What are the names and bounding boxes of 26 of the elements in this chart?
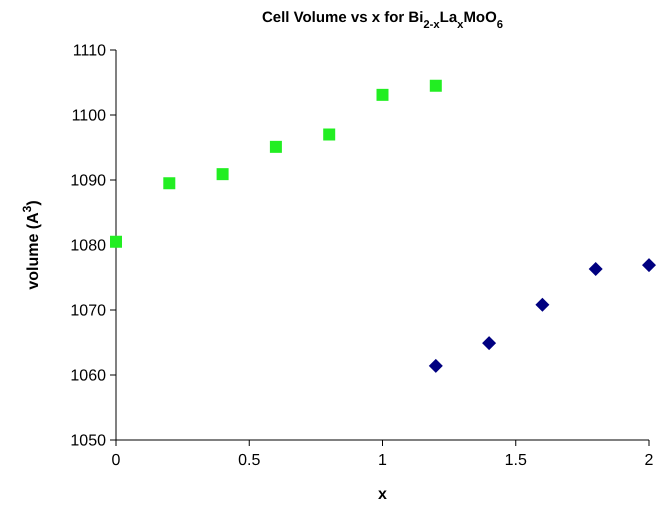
- x-axis-title: x: [378, 486, 388, 503]
- point: [428, 358, 443, 373]
- point: [270, 140, 282, 153]
- point: [482, 336, 496, 350]
- y-tick-label: 1080: [70, 238, 106, 255]
- point: [535, 298, 550, 312]
- point: [642, 258, 656, 272]
- x-tick-label: 2: [644, 452, 654, 469]
- y-tick-label: 1060: [70, 368, 106, 385]
- y-tick-label: 1050: [70, 432, 106, 450]
- point: [163, 177, 176, 190]
- y-tick-label: 1100: [72, 108, 106, 125]
- point: [323, 128, 336, 140]
- point: [110, 236, 122, 248]
- x-tick-label: 1: [378, 452, 388, 469]
- x-tick-label: 1.5: [504, 452, 527, 469]
- point: [588, 262, 603, 276]
- chart-title: Cell Volume vs x for Bi$_{2-x}$La$_{x}$MoO$_{6}$: [262, 9, 504, 31]
- point: [216, 168, 229, 180]
- x-tick-label: 0: [112, 452, 121, 469]
- y-tick-label: 1110: [72, 42, 106, 60]
- y-tick-label: 1070: [70, 302, 106, 320]
- point: [430, 80, 442, 92]
- point: [376, 88, 388, 101]
- x-tick-label: 0.5: [238, 452, 260, 469]
- y-tick-label: 1090: [70, 172, 106, 190]
